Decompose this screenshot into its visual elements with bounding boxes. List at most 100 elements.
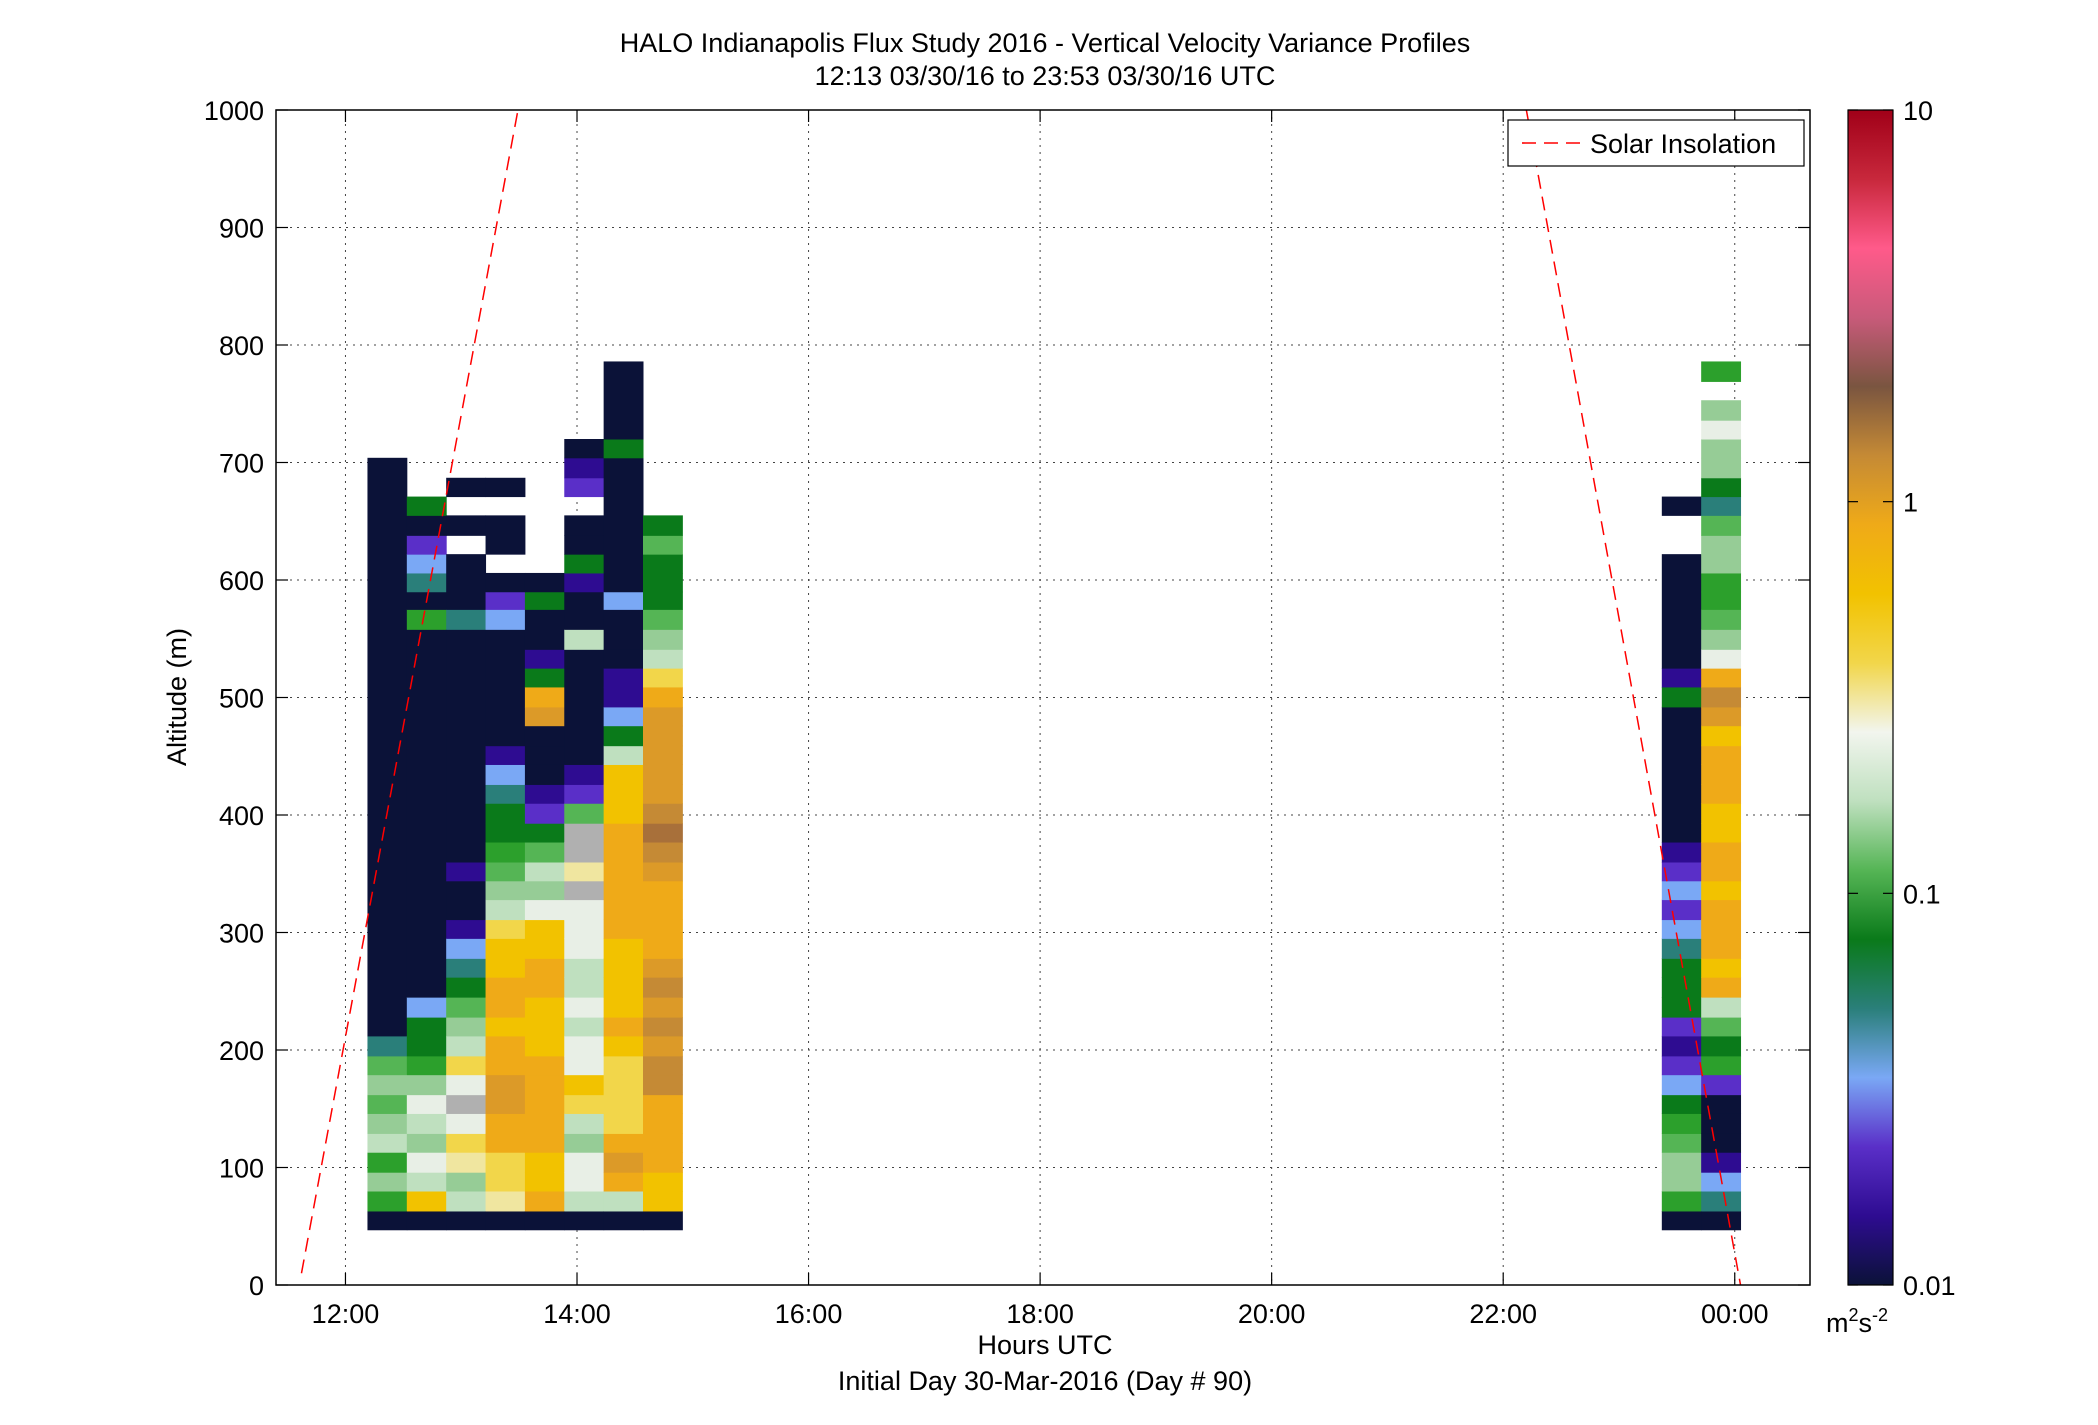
heatmap-cell — [1701, 420, 1742, 440]
heatmap-cell — [1701, 1152, 1742, 1173]
colorbar-ticks: 0.01 0.1 1 10 — [1848, 96, 1956, 1301]
heatmap-cell — [643, 1172, 683, 1192]
heatmap-cell — [524, 842, 565, 863]
heatmap-cell — [446, 919, 487, 939]
heatmap-cell — [524, 958, 565, 978]
heatmap-cell — [603, 764, 644, 785]
heatmap-cell — [643, 1094, 683, 1114]
heatmap-cell — [446, 1074, 487, 1096]
heatmap-cell — [1661, 899, 1702, 921]
heatmap-cell — [643, 803, 683, 824]
heatmap-cell — [1701, 1094, 1742, 1114]
heatmap-cell — [446, 880, 487, 921]
heatmap-cell — [603, 919, 644, 939]
heatmap-cell — [564, 477, 605, 498]
heatmap-cell — [485, 938, 526, 959]
heatmap-cell — [1701, 784, 1742, 804]
heatmap-cell — [524, 1133, 565, 1153]
heatmap-cell — [446, 1055, 487, 1076]
heatmap-cell — [564, 784, 605, 804]
colorbar-tick-label: 10 — [1903, 96, 1933, 126]
heatmap-cell — [485, 880, 526, 901]
heatmap-cell — [524, 899, 565, 921]
heatmap-cell — [485, 1191, 526, 1212]
heatmap-cell — [524, 862, 565, 882]
heatmap-cell — [564, 1055, 605, 1076]
heatmap-cell — [485, 1055, 526, 1076]
colorbar-units: m2s-2 — [1826, 1305, 1888, 1338]
heatmap-cell — [1701, 803, 1742, 824]
heatmap-cell — [524, 803, 565, 824]
heatmap-cell — [603, 457, 644, 593]
heatmap-cell — [603, 361, 644, 440]
heatmap-cell — [1661, 1172, 1702, 1192]
heatmap-cell — [643, 649, 683, 669]
heatmap-cell — [446, 477, 487, 498]
heatmap-cell — [485, 1210, 526, 1231]
heatmap-cell — [446, 1210, 487, 1231]
heatmap-cell — [1661, 842, 1702, 863]
heatmap-cell — [643, 686, 683, 708]
heatmap-cell — [1701, 1113, 1742, 1134]
heatmap-cell — [603, 649, 644, 669]
heatmap-cell — [564, 823, 605, 843]
heatmap-cell — [564, 1113, 605, 1134]
heatmap-cell — [446, 1113, 487, 1134]
heatmap-cell — [1661, 1152, 1702, 1173]
heatmap-cell — [406, 515, 447, 536]
units-mid: s — [1859, 1308, 1873, 1338]
colorbar-bar — [1847, 109, 1894, 1286]
heatmap-cell — [524, 823, 565, 843]
heatmap-cell — [524, 706, 565, 727]
heatmap-cell — [1701, 919, 1742, 939]
heatmap-cell — [406, 496, 447, 516]
heatmap-cell — [643, 706, 683, 727]
heatmap-cell — [446, 609, 487, 630]
heatmap-cell — [1701, 725, 1742, 747]
heatmap-cells — [367, 361, 1742, 1231]
x-axis-label: Hours UTC — [977, 1330, 1112, 1360]
heatmap-cell — [1701, 764, 1742, 785]
heatmap-cell — [1701, 477, 1742, 498]
heatmap-cell — [564, 1094, 605, 1114]
heatmap-cell — [524, 649, 565, 669]
heatmap-cell — [643, 515, 683, 536]
heatmap-cell — [564, 1210, 605, 1231]
heatmap-cell — [485, 823, 526, 843]
heatmap-cell — [1701, 609, 1742, 630]
y-axis-label: Altitude (m) — [162, 628, 192, 766]
x-tick-label: 18:00 — [1006, 1299, 1074, 1329]
heatmap-cell — [524, 609, 565, 650]
heatmap-cell — [1701, 745, 1742, 765]
heatmap-cell — [643, 725, 683, 747]
heatmap-cell — [367, 457, 408, 1037]
heatmap-cell — [524, 1172, 565, 1192]
heatmap-cell — [524, 725, 565, 747]
heatmap-cell — [643, 938, 683, 959]
heatmap-cell — [1661, 496, 1702, 516]
heatmap-cell — [643, 1017, 683, 1037]
heatmap-cell — [643, 977, 683, 998]
heatmap-cell — [603, 686, 644, 708]
heatmap-cell — [1661, 958, 1702, 978]
heatmap-cell — [643, 1035, 683, 1057]
heatmap-cell — [485, 977, 526, 998]
heatmap-cell — [603, 958, 644, 978]
heatmap-cell — [1701, 880, 1742, 901]
heatmap-cell — [524, 1094, 565, 1114]
heatmap-cell — [1701, 938, 1742, 959]
heatmap-cell — [603, 899, 644, 921]
heatmap-cell — [446, 1133, 487, 1153]
colorbar-tick-label: 1 — [1903, 488, 1918, 518]
heatmap-cell — [643, 1191, 683, 1212]
heatmap-cell — [1661, 686, 1702, 708]
heatmap-cell — [603, 706, 644, 727]
heatmap-cell — [406, 1094, 447, 1114]
heatmap-cell — [446, 977, 487, 998]
heatmap-cell — [603, 803, 644, 824]
heatmap-cell — [643, 880, 683, 901]
heatmap-cell — [524, 1074, 565, 1096]
heatmap-cell — [446, 1191, 487, 1212]
heatmap-cell — [485, 629, 526, 747]
heatmap-cell — [406, 997, 447, 1018]
